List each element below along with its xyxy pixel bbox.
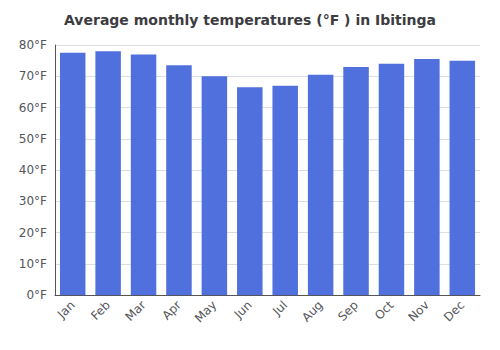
svg-text:Dec: Dec: [441, 298, 467, 324]
svg-text:Aug: Aug: [299, 298, 325, 324]
svg-text:Sep: Sep: [335, 298, 361, 324]
svg-text:Jul: Jul: [269, 298, 290, 319]
svg-text:Nov: Nov: [405, 298, 431, 324]
svg-text:Apr: Apr: [159, 298, 184, 323]
svg-text:Mar: Mar: [123, 298, 149, 324]
svg-text:Average monthly temperatures (: Average monthly temperatures (°F ) in Ib…: [64, 12, 436, 28]
svg-text:Oct: Oct: [372, 298, 397, 323]
svg-text:Jan: Jan: [54, 298, 78, 322]
svg-text:10°F: 10°F: [19, 257, 47, 271]
svg-text:May: May: [192, 298, 219, 325]
svg-text:80°F: 80°F: [19, 38, 47, 52]
svg-text:40°F: 40°F: [19, 163, 47, 177]
svg-text:70°F: 70°F: [19, 69, 47, 83]
svg-text:30°F: 30°F: [19, 194, 47, 208]
svg-text:Jun: Jun: [231, 298, 255, 322]
svg-text:60°F: 60°F: [19, 101, 47, 115]
svg-text:Feb: Feb: [88, 298, 113, 323]
svg-text:20°F: 20°F: [19, 226, 47, 240]
svg-text:50°F: 50°F: [19, 132, 47, 146]
svg-text:0°F: 0°F: [26, 288, 47, 302]
